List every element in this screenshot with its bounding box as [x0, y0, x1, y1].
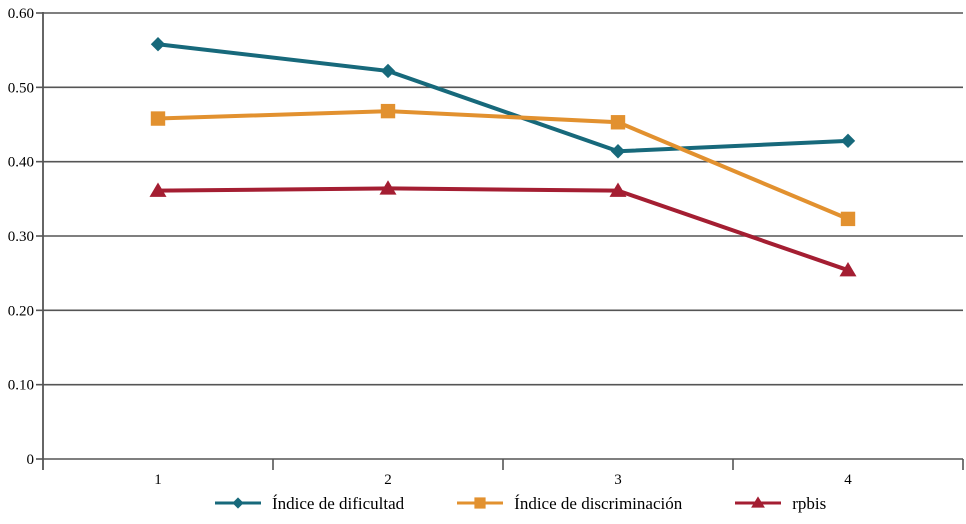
- chart-legend: Índice de dificultad Índice de discrimin…: [214, 494, 826, 512]
- data-point-square-icon: [610, 115, 626, 130]
- y-tick-label: 0.30: [8, 229, 34, 245]
- data-point-triangle-icon: [609, 182, 627, 197]
- series-line: [157, 109, 849, 221]
- y-tick-label: 0.50: [8, 80, 34, 96]
- x-tick-label: 4: [844, 472, 852, 488]
- legend-label-indice-de-dificultad: Índice de dificultad: [272, 493, 405, 513]
- series-line: [157, 42, 849, 154]
- y-tick-label: 0.20: [8, 303, 34, 319]
- y-tick-label: 0.40: [8, 155, 34, 171]
- data-point-square-icon: [380, 103, 396, 119]
- legend-label-rpbis: rpbis: [792, 493, 827, 513]
- y-tick-label: 0.60: [8, 6, 34, 22]
- data-point-diamond-icon: [232, 497, 244, 509]
- x-tick-label: 1: [154, 472, 162, 488]
- series-line: [157, 186, 849, 273]
- data-point-triangle-icon: [379, 180, 397, 195]
- square-legend-icon: [457, 497, 504, 509]
- data-point-square-icon: [474, 497, 486, 509]
- data-point-diamond-icon: [840, 133, 856, 149]
- diamond-legend-icon: [215, 497, 261, 509]
- legend-item-rpbis: rpbis: [734, 494, 826, 512]
- legend-label-indice-de-discriminacion: Índice de discriminación: [514, 493, 683, 513]
- data-point-triangle-icon: [751, 496, 766, 508]
- x-tick-label: 3: [614, 472, 622, 488]
- y-tick-label: 0.10: [8, 378, 34, 394]
- x-tick-label: 2: [384, 472, 392, 488]
- data-point-diamond-icon: [610, 144, 626, 159]
- triangle-legend-icon: [735, 496, 782, 508]
- data-point-square-icon: [840, 211, 856, 227]
- data-point-square-icon: [150, 111, 166, 126]
- data-point-diamond-icon: [150, 37, 166, 52]
- legend-item-indice-de-dificultad: Índice de dificultad: [214, 494, 404, 512]
- data-point-diamond-icon: [380, 63, 396, 79]
- data-point-triangle-icon: [839, 261, 857, 277]
- y-tick-label: 0: [27, 452, 35, 468]
- legend-item-indice-de-discriminacion: Índice de discriminación: [456, 494, 682, 512]
- data-point-triangle-icon: [149, 182, 167, 197]
